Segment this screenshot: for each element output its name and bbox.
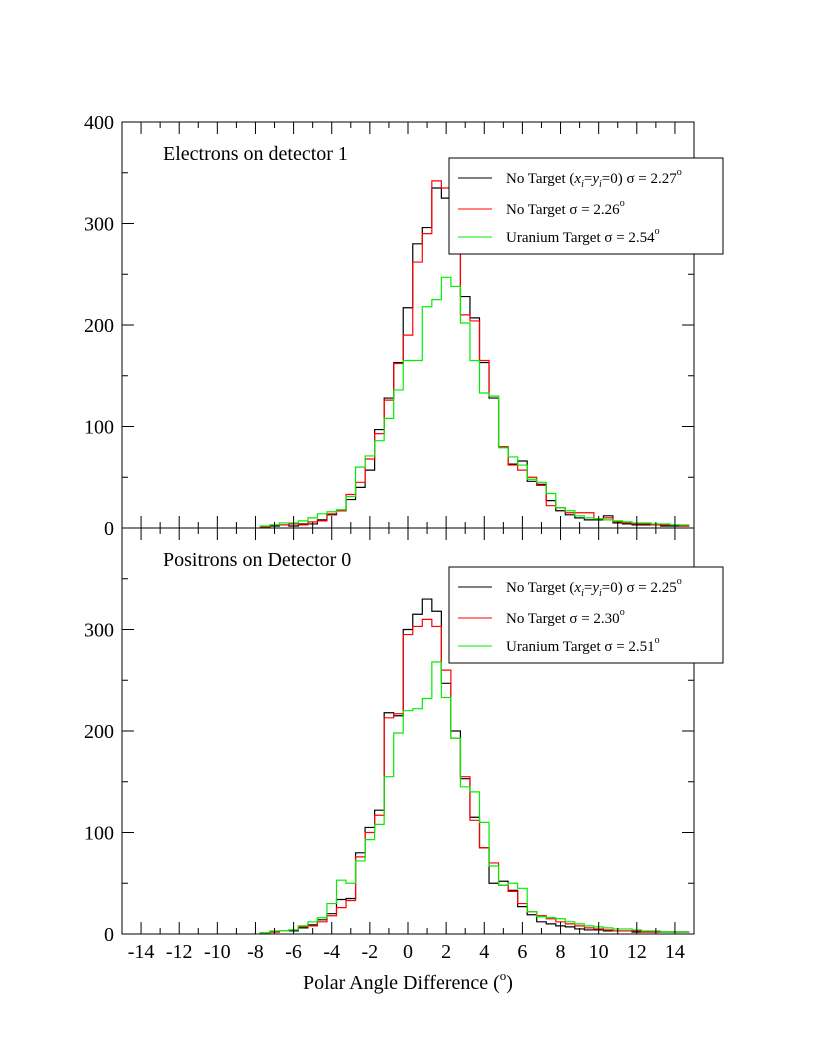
- x-axis-label: Polar Angle Difference (o): [303, 968, 513, 994]
- x-tick-label: 10: [589, 941, 609, 963]
- positron-y-ticks: 0 100 200 300: [84, 527, 694, 946]
- x-tick-label: -6: [285, 941, 302, 963]
- y-tick-label: 300: [84, 620, 114, 642]
- legend-entry-no-target-xy0: No Target (xi=yi=0) σ = 2.27o: [506, 167, 682, 190]
- histogram-series-2: [259, 276, 690, 528]
- y-tick-label: 100: [84, 823, 114, 845]
- x-tick-label: 14: [665, 941, 685, 963]
- x-tick-label: -12: [166, 941, 193, 963]
- x-tick-label: 6: [517, 941, 527, 963]
- y-tick-label: 200: [84, 721, 114, 743]
- y-tick-label: 0: [104, 924, 114, 946]
- legend-entry-no-target: No Target σ = 2.30o: [506, 607, 625, 627]
- electron-y-ticks: 0 100 200 300 400: [84, 112, 694, 540]
- positron-legend: No Target (xi=yi=0) σ = 2.25o No Target …: [448, 566, 724, 664]
- legend-entry-no-target-xy0: No Target (xi=yi=0) σ = 2.25o: [506, 576, 682, 599]
- y-tick-label: 0: [104, 518, 114, 540]
- positron-panel-title: Positrons on Detector 0: [163, 549, 351, 571]
- histogram-series-1: [259, 618, 690, 934]
- positron-x-ticks: -14 -12 -10 -8 -6 -4 -2 0 2 4 6 8 10 12 14: [121, 528, 695, 963]
- x-tick-label: -8: [247, 941, 264, 963]
- x-tick-label: -2: [362, 941, 379, 963]
- x-tick-label: 2: [441, 941, 451, 963]
- electron-histogram-series: [259, 180, 690, 528]
- histogram-series-2: [259, 661, 690, 934]
- x-tick-label: -14: [128, 941, 155, 963]
- positron-histogram-series: [259, 598, 690, 934]
- x-tick-label: 4: [479, 941, 489, 963]
- legend-entry-uranium-target: Uranium Target σ = 2.51o: [506, 635, 660, 655]
- x-tick-label: 8: [556, 941, 566, 963]
- x-tick-label: -10: [204, 941, 231, 963]
- electron-legend-box: [448, 157, 724, 255]
- x-tick-label: 12: [627, 941, 647, 963]
- y-tick-label: 300: [84, 214, 114, 236]
- electron-panel: 0 100 200 300 400 Electrons on detector 1 No…: [84, 112, 724, 540]
- y-tick-label: 400: [84, 112, 114, 134]
- y-tick-label: 200: [84, 315, 114, 337]
- y-tick-label: 100: [84, 417, 114, 439]
- electron-legend: No Target (xi=yi=0) σ = 2.27o No Target …: [448, 157, 724, 255]
- electron-x-ticks: [121, 122, 695, 528]
- legend-entry-uranium-target: Uranium Target σ = 2.54o: [506, 226, 660, 246]
- x-tick-label: 0: [403, 941, 413, 963]
- electron-panel-title: Electrons on detector 1: [163, 143, 348, 165]
- x-tick-label: -4: [323, 941, 340, 963]
- positron-legend-box: [448, 566, 724, 664]
- positron-panel: -14 -12 -10 -8 -6 -4 -2 0 2 4 6 8 10 12 14 0100200300 …: [84, 527, 724, 963]
- legend-entry-no-target: No Target σ = 2.26o: [506, 198, 625, 218]
